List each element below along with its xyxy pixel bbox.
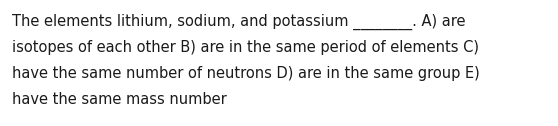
- Text: isotopes of each other B) are in the same period of elements C): isotopes of each other B) are in the sam…: [12, 40, 479, 55]
- Text: have the same number of neutrons D) are in the same group E): have the same number of neutrons D) are …: [12, 66, 480, 81]
- Text: have the same mass number: have the same mass number: [12, 92, 227, 107]
- Text: The elements lithium, sodium, and potassium ________. A) are: The elements lithium, sodium, and potass…: [12, 14, 465, 30]
